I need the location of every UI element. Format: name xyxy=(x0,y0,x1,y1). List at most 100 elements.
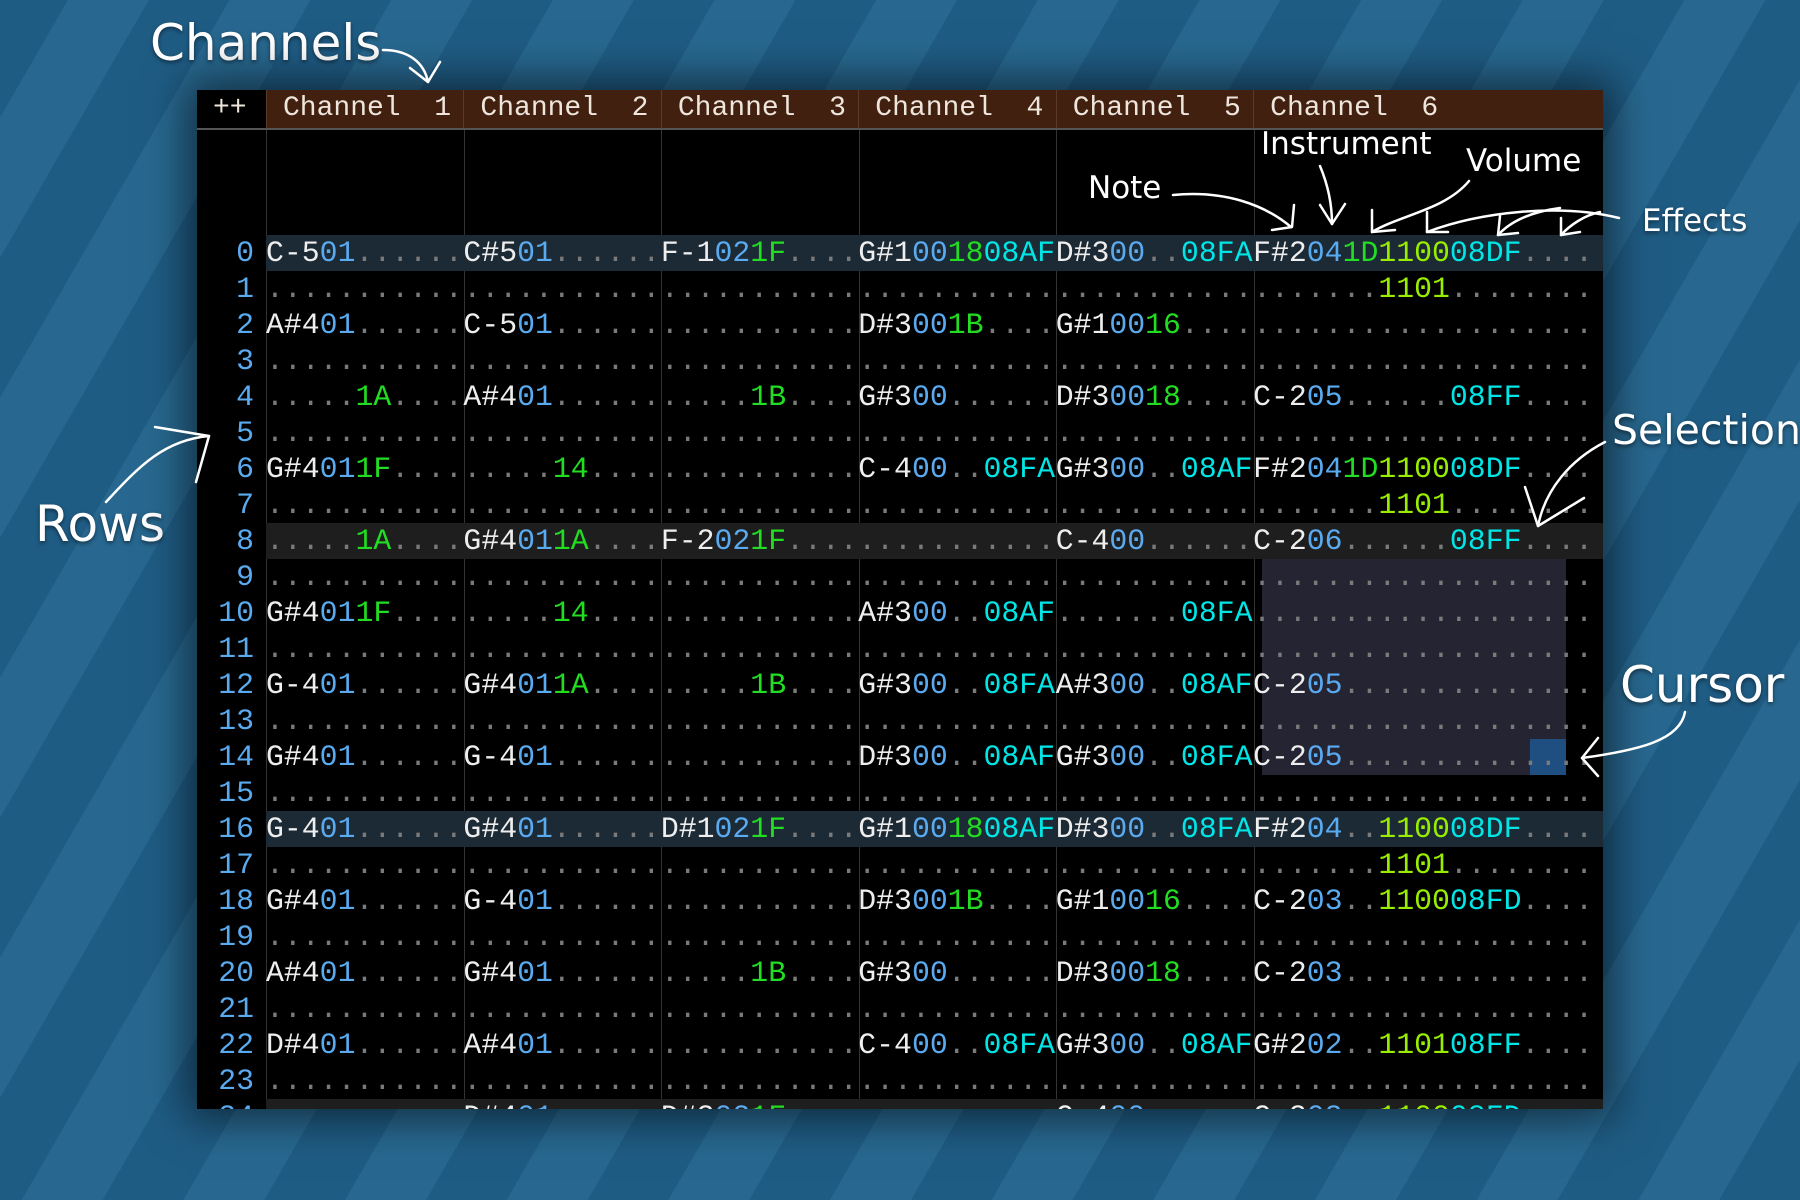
pattern-cell-ch4[interactable]: ........... xyxy=(858,847,1055,883)
volume-field[interactable]: .. xyxy=(1342,344,1379,378)
pattern-cell-ch6[interactable]: ................... xyxy=(1253,1063,1603,1099)
effect-field[interactable]: .... xyxy=(983,272,1056,306)
volume-field[interactable]: 1A xyxy=(355,524,392,558)
instrument-field[interactable]: 02 xyxy=(715,1100,751,1109)
effect-field[interactable]: .... xyxy=(786,1028,858,1062)
volume-field[interactable]: .. xyxy=(552,884,589,918)
effect-field[interactable]: 08FA xyxy=(1180,740,1253,774)
instrument-field[interactable]: 00 xyxy=(1109,812,1146,846)
note-field[interactable]: C-2 xyxy=(1253,668,1307,702)
note-field[interactable]: D#3 xyxy=(1055,236,1110,270)
pattern-cell-ch6[interactable]: C-303..110008FD.... xyxy=(1253,1099,1603,1109)
volume-field[interactable]: .. xyxy=(947,416,984,450)
instrument-field[interactable]: 01 xyxy=(517,884,553,918)
instrument-field[interactable]: 05 xyxy=(1306,380,1343,414)
channel-header-3[interactable]: Channel 3 xyxy=(660,90,859,128)
effect-field[interactable]: .... xyxy=(1521,308,1594,342)
volume-field[interactable]: .. xyxy=(948,1100,984,1109)
effect-field[interactable]: .... xyxy=(786,488,858,522)
instrument-field[interactable]: 02 xyxy=(714,524,751,558)
effect-field[interactable]: .... xyxy=(1180,272,1253,306)
effect-field[interactable]: .... xyxy=(1521,452,1594,486)
effect-field[interactable]: .... xyxy=(391,452,463,486)
note-field[interactable]: D#3 xyxy=(858,884,912,918)
note-field[interactable]: G#4 xyxy=(463,668,518,702)
volume-field[interactable]: .. xyxy=(750,776,787,810)
instrument-field[interactable]: 01 xyxy=(319,740,356,774)
effect-field[interactable]: .... xyxy=(1449,1064,1522,1098)
instrument-field[interactable]: .. xyxy=(714,776,751,810)
pattern-cell-ch4[interactable]: D#3001B.... xyxy=(858,307,1055,343)
effect-field[interactable]: 08AF xyxy=(1180,668,1253,702)
volume-field[interactable]: .. xyxy=(552,848,589,882)
effect-field[interactable]: .... xyxy=(1449,956,1522,990)
effect-field[interactable]: .... xyxy=(786,1064,858,1098)
volume-field[interactable]: .. xyxy=(1342,668,1379,702)
effect-field[interactable]: .... xyxy=(588,452,661,486)
effect-field[interactable]: .... xyxy=(1378,416,1450,450)
instrument-field[interactable]: .. xyxy=(1306,416,1343,450)
pattern-cell-ch4[interactable]: ........... xyxy=(858,631,1055,667)
effect-field[interactable]: .... xyxy=(983,344,1056,378)
instrument-field[interactable]: .. xyxy=(1306,848,1343,882)
effect-field[interactable]: .... xyxy=(786,524,858,558)
note-field[interactable]: ... xyxy=(463,704,518,738)
instrument-field[interactable]: 00 xyxy=(911,452,948,486)
pattern-cell-ch1[interactable]: ........... xyxy=(266,631,463,667)
instrument-field[interactable]: .. xyxy=(319,272,356,306)
row-number[interactable]: 6 xyxy=(236,452,254,486)
pattern-cell-ch3[interactable]: ........... xyxy=(661,271,858,307)
instrument-field[interactable]: 00 xyxy=(1109,1100,1145,1109)
note-field[interactable]: ... xyxy=(1055,272,1110,306)
instrument-field[interactable]: 01 xyxy=(319,956,356,990)
volume-field[interactable]: .. xyxy=(552,812,589,846)
effect-field[interactable]: .... xyxy=(1521,884,1594,918)
volume-field[interactable]: 14 xyxy=(552,596,589,630)
effect-field[interactable]: .... xyxy=(391,344,463,378)
pattern-cell-ch4[interactable]: G#300...... xyxy=(858,379,1055,415)
instrument-field[interactable]: .. xyxy=(714,380,751,414)
effect-field[interactable]: .... xyxy=(391,848,463,882)
note-field[interactable]: ... xyxy=(660,416,715,450)
instrument-field[interactable]: 01 xyxy=(517,668,553,702)
note-field[interactable]: G#3 xyxy=(858,956,912,990)
instrument-field[interactable]: 00 xyxy=(911,380,948,414)
instrument-field[interactable]: .. xyxy=(1109,488,1146,522)
pattern-cell-ch5[interactable]: ........... xyxy=(1056,847,1253,883)
effect-field[interactable]: .... xyxy=(1180,992,1253,1026)
instrument-field[interactable]: .. xyxy=(517,776,553,810)
pattern-cell-ch5[interactable]: ........... xyxy=(1056,415,1253,451)
pattern-cell-ch4[interactable]: ........... xyxy=(858,559,1055,595)
pattern-cell-ch6[interactable]: C-203.............. xyxy=(1253,955,1603,991)
pattern-cell-ch3[interactable]: F-2021F.... xyxy=(661,523,858,559)
instrument-field[interactable]: .. xyxy=(714,1064,751,1098)
effect-field[interactable]: .... xyxy=(1378,704,1450,738)
note-field[interactable]: F#2 xyxy=(1253,236,1307,270)
row-number[interactable]: 14 xyxy=(218,740,254,774)
pattern-cell-ch2[interactable]: ........... xyxy=(463,415,660,451)
volume-field[interactable]: .. xyxy=(355,956,392,990)
note-field[interactable]: ... xyxy=(266,344,320,378)
pattern-cell-ch2[interactable]: G-401...... xyxy=(463,739,660,775)
instrument-field[interactable]: 01 xyxy=(319,596,356,630)
expand-channels-button[interactable]: ++ xyxy=(197,90,266,128)
pattern-cell-ch1[interactable]: ........... xyxy=(266,919,463,955)
instrument-field[interactable]: .. xyxy=(319,380,356,414)
row-number[interactable]: 2 xyxy=(236,308,254,342)
note-field[interactable]: ... xyxy=(858,848,912,882)
row-number[interactable]: 7 xyxy=(236,488,254,522)
note-field[interactable]: D#3 xyxy=(858,740,912,774)
effect-field[interactable]: .... xyxy=(786,560,858,594)
note-field[interactable]: ... xyxy=(1253,272,1307,306)
effect-field[interactable]: 1100 xyxy=(1378,812,1450,846)
effect-field[interactable]: .... xyxy=(1180,704,1253,738)
pattern-cell-ch4[interactable]: G#1001808AF xyxy=(858,235,1055,271)
effect-field[interactable]: .... xyxy=(588,632,661,666)
note-field[interactable]: ... xyxy=(1055,1064,1110,1098)
effect-field[interactable]: .... xyxy=(786,848,858,882)
volume-field[interactable]: .. xyxy=(947,380,984,414)
pattern-cell-ch6[interactable]: .......1101........ xyxy=(1253,487,1603,523)
note-field[interactable]: ... xyxy=(660,668,715,702)
note-field[interactable]: ... xyxy=(266,488,320,522)
volume-field[interactable]: .. xyxy=(355,560,392,594)
